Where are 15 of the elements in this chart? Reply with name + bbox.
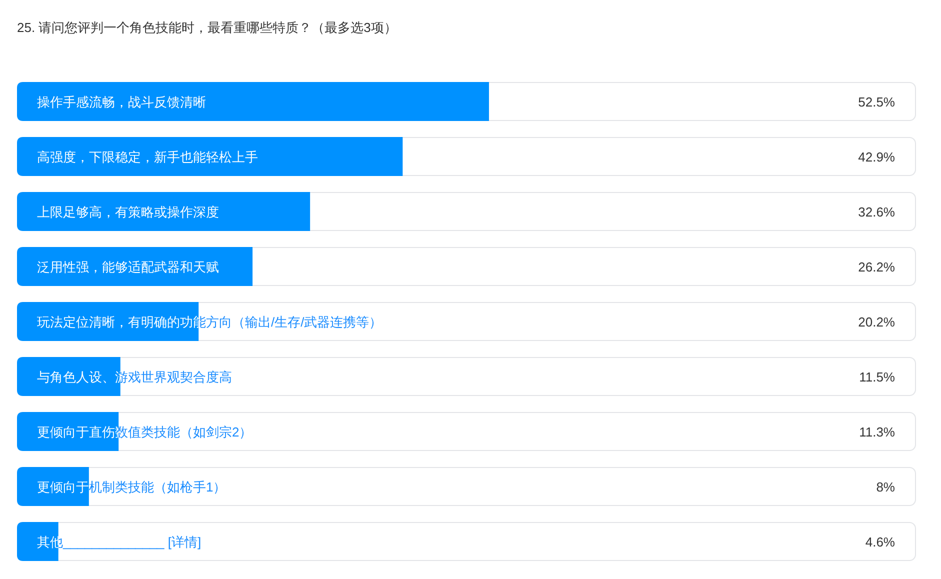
value-label: 32.6% [858,204,895,220]
value-label: 42.9% [858,150,895,164]
title: 25. 请问您评判一个角色技能时，最看重哪些特质？（最多选3项） [17,20,397,35]
value-label: 8% [876,480,895,494]
value-label: 4.6% [865,534,895,550]
value-label: 11.5% [859,370,895,384]
value-label: 26.2% [858,260,895,274]
category-label: 更倾向于机制类技能（如枪手1） [37,480,226,494]
category-label: 操作手感流畅，战斗反馈清晰 [37,94,206,110]
value-label: 52.5% [858,94,895,110]
category-label: 高强度，下限稳定，新手也能轻松上手 [37,150,258,164]
value-label: 20.2% [858,314,895,330]
category-label: 上限足够高，有策略或操作深度 [37,204,219,220]
category-label: 泛用性强，能够适配武器和天赋 [37,260,219,274]
value-label: 11.3% [859,424,895,440]
